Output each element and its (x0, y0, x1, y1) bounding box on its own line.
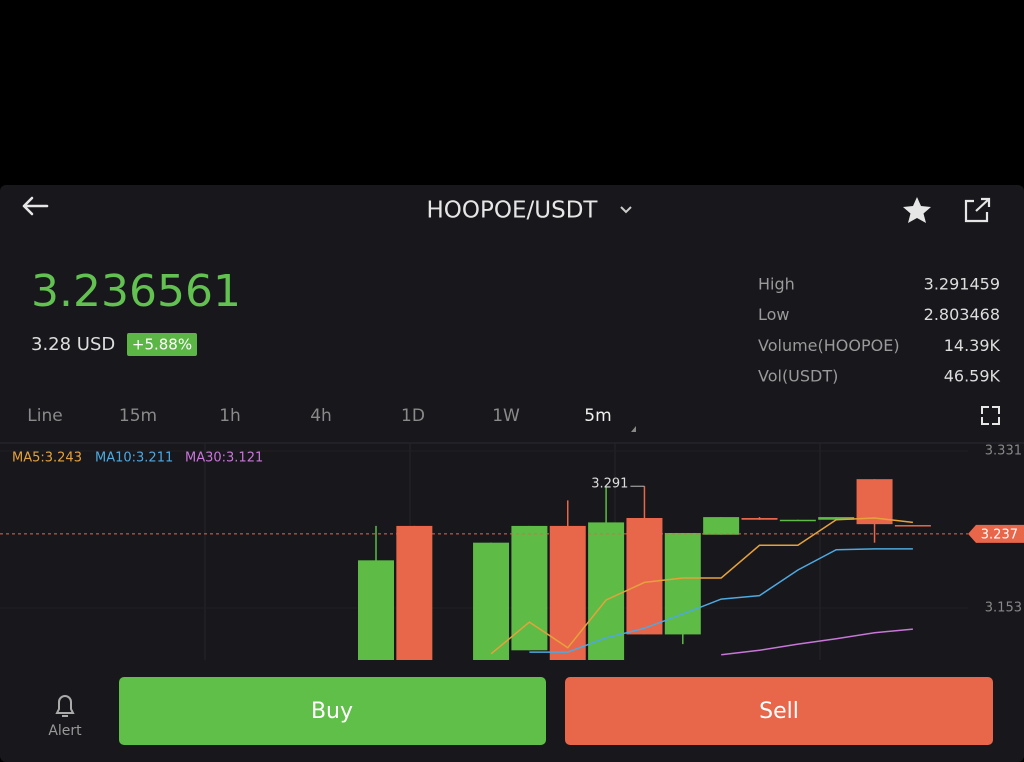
stat-label: High (758, 275, 795, 294)
interval-more[interactable] (631, 426, 636, 432)
y-tick-label: 3.153 (985, 600, 1022, 615)
stat-value: 46.59K (944, 367, 1001, 386)
fullscreen-button[interactable] (981, 406, 1000, 425)
favorite-star[interactable] (903, 197, 931, 223)
change-percent: +5.88% (132, 336, 192, 354)
stat-label: Vol(USDT) (758, 367, 838, 386)
change-badge (127, 333, 197, 356)
fiat-price: 3.28 USD (31, 334, 115, 355)
interval-tab[interactable]: 4h (310, 406, 332, 426)
alert-label[interactable]: Alert (48, 723, 82, 739)
panel (0, 185, 1024, 762)
ma-legend: MA30:3.121 (185, 451, 263, 466)
candle-body (779, 519, 816, 522)
candle-body (894, 525, 931, 527)
ma-line (721, 628, 913, 656)
interval-tab[interactable]: 15m (119, 406, 157, 426)
sell-button[interactable] (565, 677, 993, 745)
stat-value: 14.39K (944, 336, 1001, 355)
buy-button[interactable] (119, 677, 546, 745)
interval-tab[interactable]: 1h (219, 406, 241, 426)
candle-body (473, 542, 510, 660)
plot-area (358, 479, 931, 660)
candle-body (588, 522, 625, 660)
interval-tab[interactable]: Line (27, 406, 62, 426)
pair-dropdown[interactable] (620, 206, 632, 214)
buy-label[interactable]: Buy (311, 699, 353, 724)
sell-label[interactable]: Sell (759, 699, 799, 724)
ma-legend: MA5:3.243 (12, 451, 82, 466)
ma-line (529, 548, 913, 653)
interval-tab[interactable]: 1W (492, 406, 520, 426)
candle-body (358, 560, 394, 660)
y-tick-label: 3.331 (985, 443, 1022, 458)
candle-body (703, 517, 740, 535)
interval-tab[interactable]: 5m (584, 406, 611, 426)
candle-body (549, 525, 586, 660)
back-button[interactable] (22, 196, 49, 216)
pair-title[interactable]: HOOPOE/USDT (427, 198, 599, 224)
stat-value: 2.803468 (924, 305, 1000, 324)
alert-icon[interactable] (55, 695, 75, 717)
candle-body (741, 517, 778, 520)
ma-legend: MA10:3.211 (95, 451, 173, 466)
last-price-tag (968, 524, 1024, 543)
interval-tab[interactable]: 1D (401, 406, 425, 426)
high-label: 3.291 (591, 477, 628, 492)
stat-label: Volume(HOOPOE) (758, 336, 900, 355)
top-blank (0, 0, 1024, 185)
candle-body (818, 517, 855, 520)
last-price: 3.236561 (31, 266, 241, 317)
ma-line (490, 517, 913, 655)
stat-value: 3.291459 (924, 275, 1000, 294)
share-button[interactable] (964, 197, 991, 223)
stat-label: Low (758, 305, 790, 324)
last-price-label: 3.237 (981, 527, 1018, 542)
candle-body (664, 532, 701, 635)
candle-body (856, 479, 893, 525)
candle-body (626, 517, 663, 635)
candle-body (396, 525, 433, 660)
